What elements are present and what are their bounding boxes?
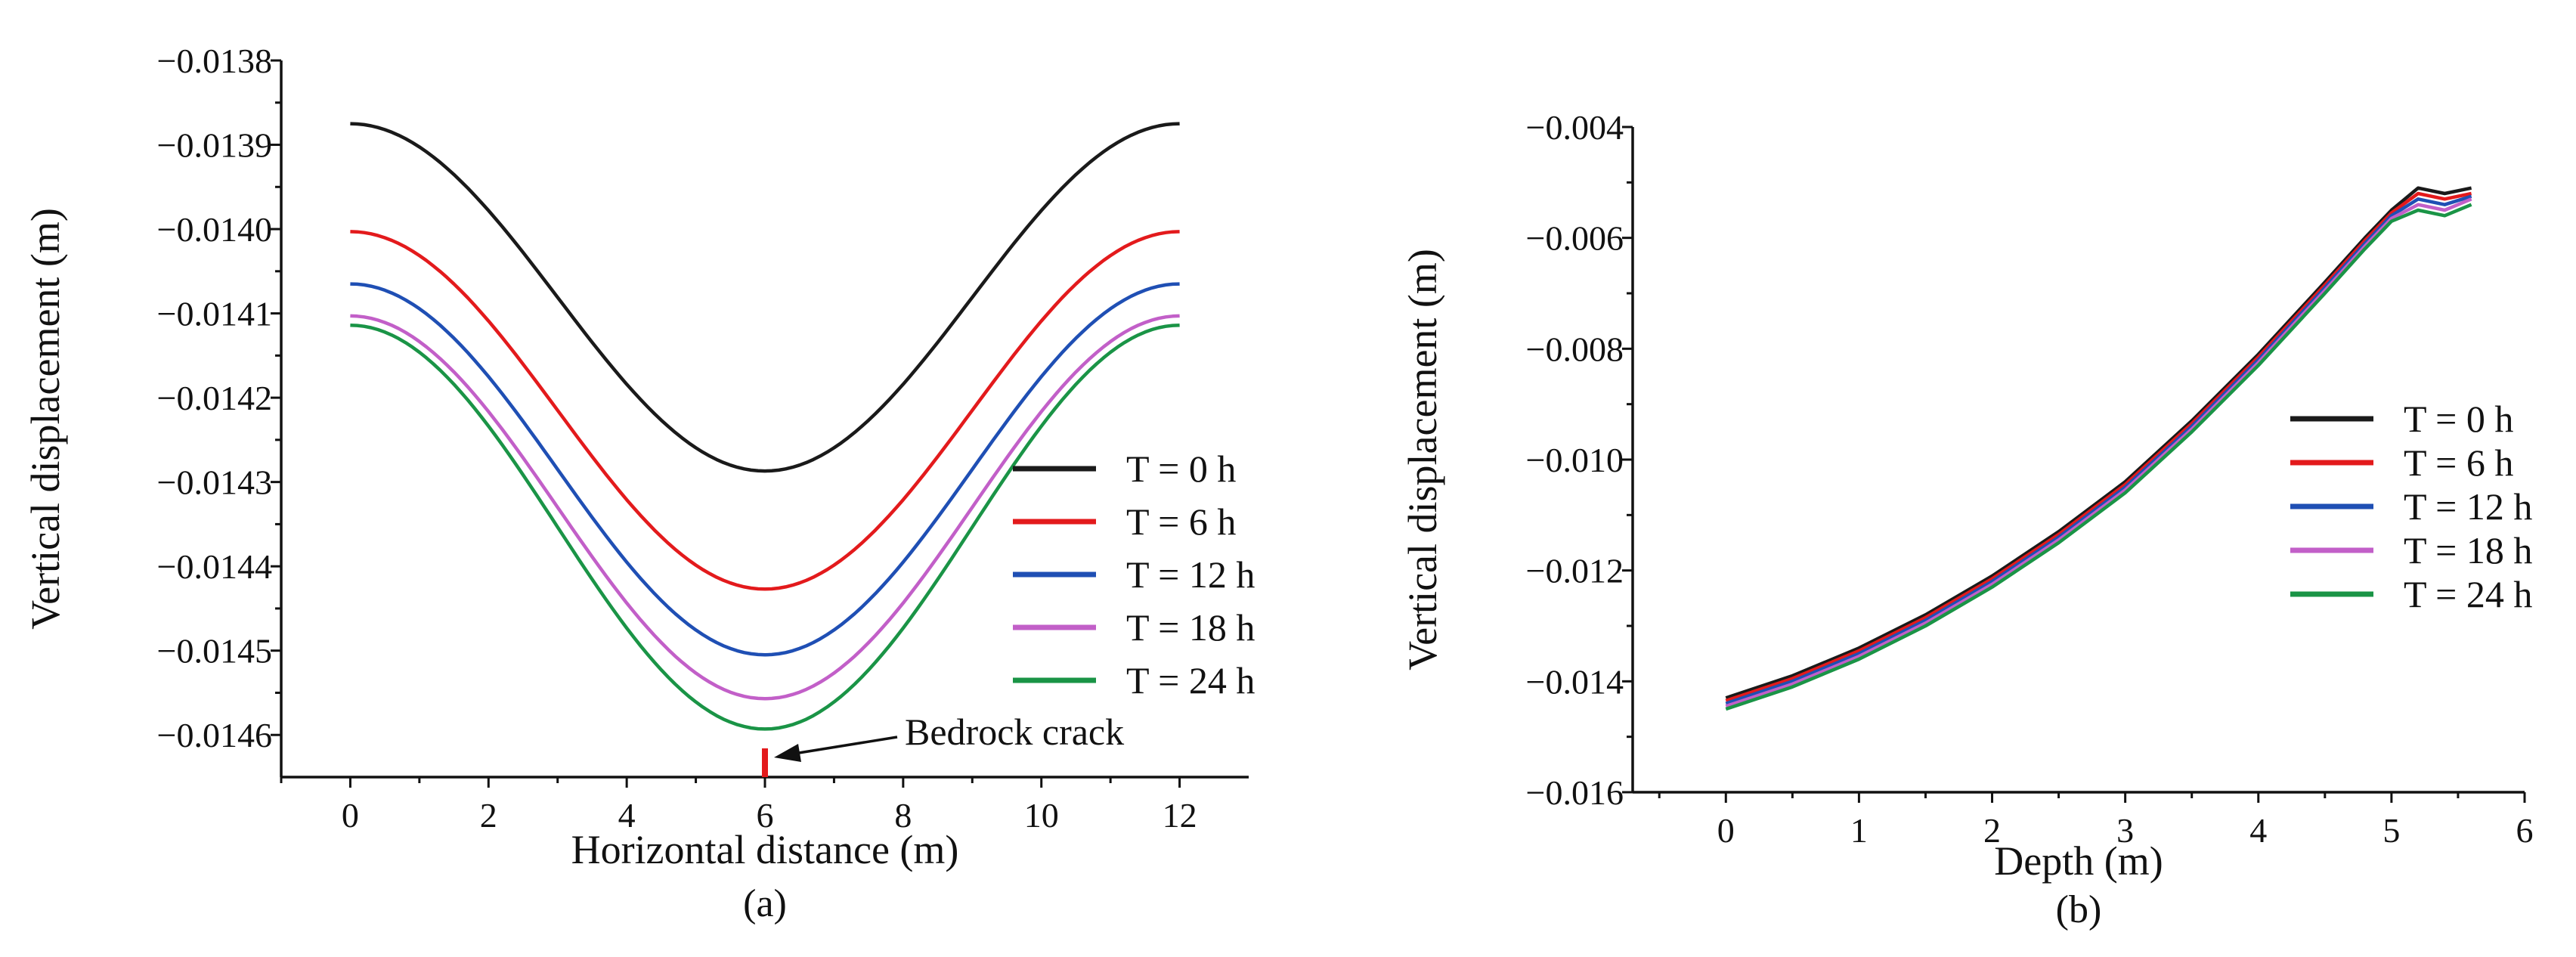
legend-label-t-12-h: T = 12 h [2404,485,2532,528]
x-tick-label: 3 [2116,811,2134,850]
y-tick-label: −0.0139 [157,126,272,165]
bedrock-crack-marker [762,748,768,777]
x-tick-label: 4 [2249,811,2267,850]
x-tick-label: 4 [618,796,636,835]
x-tick-label: 12 [1163,796,1197,835]
series-line-t-18-h [350,314,1180,701]
legend-label-t-12-h: T = 12 h [1126,553,1255,596]
y-tick-label: −0.0145 [157,632,272,671]
series-line-t-12-h [1725,194,2472,705]
chart-panel-a: 0 2 4 6 8 10 12 −0.0138 −0.0139 −0.0140 −0.0141 −0.… [23,42,1255,925]
legend-label-t-24-h: T = 24 h [1126,659,1255,701]
series-line-t-6-h [350,230,1180,591]
legend-label-t-18-h: T = 18 h [1126,606,1255,649]
series-line-t-24-h [350,323,1180,731]
series-line-t-0-h [1725,186,2472,700]
legend-label-t-24-h: T = 24 h [2404,573,2532,615]
y-tick-label: −0.0140 [157,210,272,249]
legend-label-t-6-h: T = 6 h [1126,500,1236,543]
x-tick-label: 1 [1850,811,1868,850]
legend-label-t-0-h: T = 0 h [2404,398,2513,440]
x-tick-label: 6 [757,796,774,835]
chart-panel-b: 0 1 2 3 4 5 6 −0.004 −0.006 −0.008 −0.010 −0.012 −0.… [1400,108,2534,931]
y-tick-label: −0.014 [1526,662,1624,701]
x-tick-label: 5 [2382,811,2400,850]
legend-label-t-18-h: T = 18 h [2404,529,2532,571]
x-tick-label: 0 [1717,811,1735,850]
x-axis-title: Horizontal distance (m) [571,827,959,872]
series-line-t-0-h [350,122,1180,473]
y-tick-label: −0.012 [1526,552,1624,590]
y-tick-label: −0.0144 [157,547,272,586]
x-tick-label: 0 [342,796,359,835]
y-tick-label: −0.0143 [157,463,272,502]
x-tick-label: 8 [894,796,912,835]
annotation-label: Bedrock crack [905,711,1124,753]
y-axis-title: Vertical displacement (m) [1400,249,1445,671]
x-tick-label: 6 [2516,811,2534,850]
y-tick-label: −0.006 [1526,219,1624,258]
y-tick-label: −0.0146 [157,716,272,754]
y-tick-label: −0.0141 [157,295,272,333]
panel-caption: (b) [2056,888,2102,931]
y-axis-title: Vertical displacement (m) [23,208,68,630]
x-tick-label: 2 [1983,811,2001,850]
x-axis-title: Depth (m) [1994,838,2163,884]
y-tick-label: −0.0138 [157,42,272,80]
y-tick-label: −0.008 [1526,330,1624,368]
series-line-t-24-h [1725,203,2472,711]
series-line-t-12-h [350,282,1180,657]
y-tick-label: −0.010 [1526,441,1624,479]
series-line-t-18-h [1725,197,2472,708]
y-tick-label: −0.0142 [157,379,272,417]
panel-caption: (a) [743,882,787,925]
legend-label-t-0-h: T = 0 h [1126,448,1236,490]
y-tick-label: −0.004 [1526,108,1624,147]
x-tick-label: 10 [1024,796,1059,835]
annotation-arrowhead [774,744,801,762]
x-tick-label: 2 [480,796,497,835]
legend-label-t-6-h: T = 6 h [2404,441,2513,484]
y-tick-label: −0.016 [1526,773,1624,812]
series-line-t-6-h [1725,191,2472,703]
